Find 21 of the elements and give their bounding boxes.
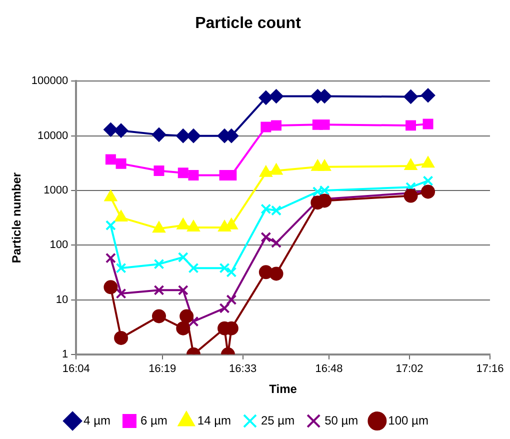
x-tick-label: 17:16 <box>476 363 504 376</box>
y-tick-label: 100000 <box>31 75 68 88</box>
legend-label: 50 µm <box>324 413 358 428</box>
chart-title: Particle count <box>195 15 302 32</box>
x-tick-label: 16:19 <box>148 363 176 376</box>
x-tick-label: 16:33 <box>229 363 257 376</box>
x-tick-label: 16:48 <box>315 363 343 376</box>
y-tick-label: 10 <box>56 294 68 306</box>
legend-label: 25 µm <box>260 413 295 428</box>
legend-label: 6 µm <box>140 413 168 428</box>
y-tick-label: 100 <box>50 239 68 252</box>
y-tick-label: 1000 <box>44 184 68 197</box>
legend-label: 4 µm <box>84 413 110 428</box>
x-axis-title: Time <box>269 382 298 396</box>
y-tick-label: 1 <box>62 348 68 360</box>
y-tick-label: 10000 <box>38 130 68 142</box>
legend-label: 14 µm <box>197 413 231 428</box>
x-tick-label: 17:02 <box>396 363 424 376</box>
y-axis-title: Particle number <box>10 172 24 264</box>
legend-label: 100 µm <box>388 413 428 428</box>
x-tick-label: 16:04 <box>62 363 90 376</box>
